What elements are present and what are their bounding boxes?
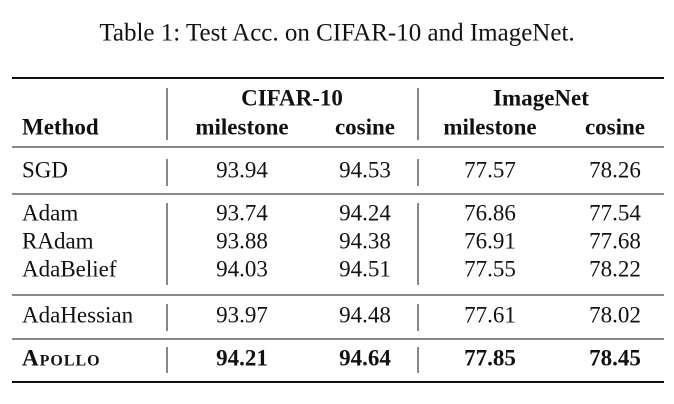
cell-value: 93.97 [216, 302, 268, 327]
cell-value: 94.38 [339, 228, 391, 253]
group-header: CIFAR-10 [241, 85, 343, 110]
method-name: AdaHessian [22, 302, 134, 327]
cell-value: 94.51 [339, 256, 391, 281]
cell-value: 76.91 [464, 228, 516, 253]
cell-value: 77.54 [589, 200, 641, 225]
cell-value: 94.24 [339, 200, 391, 225]
cell-value: 78.22 [589, 256, 641, 281]
method-name: AdaBelief [22, 256, 117, 281]
column-header: cosine [585, 114, 645, 139]
method-name: Apollo [22, 345, 101, 370]
method-name: RAdam [22, 228, 94, 253]
cell-value: 94.48 [339, 302, 391, 327]
column-header: milestone [443, 114, 536, 139]
cell-value: 78.26 [589, 157, 641, 182]
method-name: SGD [22, 157, 68, 182]
column-header: cosine [335, 114, 395, 139]
cell-value: 94.03 [216, 256, 268, 281]
cell-value: 76.86 [464, 200, 516, 225]
method-name: Adam [22, 200, 78, 225]
cell-value: 78.02 [589, 302, 641, 327]
cell-value: 93.74 [216, 200, 268, 225]
cell-value: 77.68 [589, 228, 641, 253]
cell-value: 77.85 [464, 345, 516, 370]
cell-value: 77.57 [464, 157, 516, 182]
caption: Table 1: Test Acc. on CIFAR-10 and Image… [99, 20, 574, 47]
cell-value: 94.21 [216, 345, 268, 370]
cell-value: 77.55 [464, 256, 516, 281]
column-header: milestone [195, 114, 288, 139]
cell-value: 93.94 [216, 157, 268, 182]
cell-value: 94.64 [339, 345, 391, 370]
column-separators [166, 88, 419, 373]
column-header: Method [22, 114, 99, 139]
cell-value: 93.88 [216, 228, 268, 253]
cell-value: 78.45 [589, 345, 641, 370]
cell-value: 94.53 [339, 157, 391, 182]
group-header: ImageNet [493, 85, 589, 110]
cell-value: 77.61 [464, 302, 516, 327]
